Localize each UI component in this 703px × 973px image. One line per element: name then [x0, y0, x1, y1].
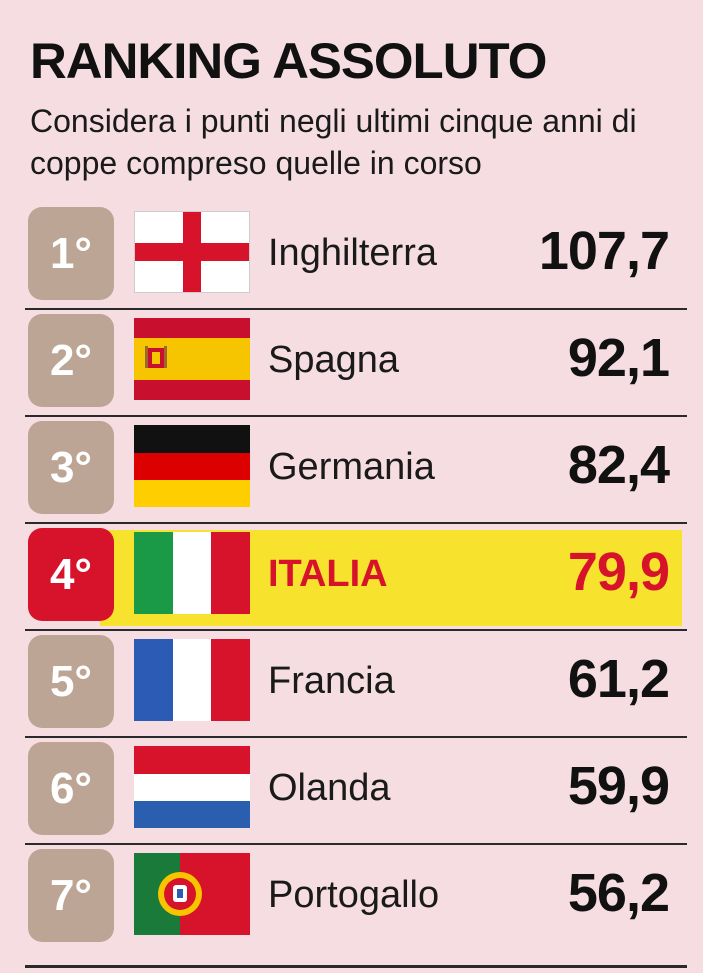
england-flag-icon — [134, 211, 250, 293]
points-value: 56,2 — [567, 863, 670, 923]
row-divider — [25, 629, 687, 631]
chart-title: RANKING ASSOLUTO — [30, 33, 547, 89]
portugal-flag-icon — [134, 853, 250, 935]
table-row-highlight: 4° ITALIA 79,9 — [25, 524, 687, 631]
rank-badge: 1° — [28, 207, 114, 300]
rank-badge: 7° — [28, 849, 114, 942]
points-value: 79,9 — [567, 542, 670, 602]
points-value: 92,1 — [567, 328, 670, 388]
country-name: Germania — [268, 446, 435, 488]
row-divider — [25, 522, 687, 524]
france-flag-icon — [134, 639, 250, 721]
country-name: Francia — [268, 660, 395, 702]
row-divider — [25, 308, 687, 310]
table-row: 3° Germania 82,4 — [25, 417, 687, 524]
table-row: 7° Portogallo 56,2 — [25, 845, 685, 952]
rank-badge: 2° — [28, 314, 114, 407]
rank-badge: 3° — [28, 421, 114, 514]
chart-subtitle: Considera i punti negli ultimi cinque an… — [30, 103, 637, 181]
row-divider — [25, 736, 687, 738]
points-value: 82,4 — [567, 435, 670, 495]
rank-badge: 5° — [28, 635, 114, 728]
germany-flag-icon — [134, 425, 250, 507]
country-name: ITALIA — [268, 553, 388, 595]
points-value: 107,7 — [538, 221, 670, 281]
country-name: Olanda — [268, 767, 391, 809]
table-row: 2° Spagna 92,1 — [25, 310, 687, 417]
table-row: 6° Olanda 59,9 — [25, 738, 687, 845]
country-name: Inghilterra — [268, 232, 437, 274]
spain-flag-icon — [134, 318, 250, 400]
points-value: 59,9 — [567, 756, 670, 816]
table-row: 1° Inghilterra 107,7 — [25, 203, 687, 310]
row-divider — [25, 415, 687, 417]
row-divider — [25, 843, 687, 845]
country-name: Portogallo — [268, 874, 440, 916]
italy-flag-icon — [134, 532, 250, 614]
table-row: 5° Francia 61,2 — [25, 631, 687, 738]
rank-badge: 6° — [28, 742, 114, 835]
bottom-rule — [25, 965, 687, 968]
points-value: 61,2 — [567, 649, 670, 709]
country-name: Spagna — [268, 339, 400, 381]
netherlands-flag-icon — [134, 746, 250, 828]
rank-badge: 4° — [28, 528, 114, 621]
ranking-table: 1° Inghilterra 107,7 2° Spagna — [25, 203, 687, 952]
